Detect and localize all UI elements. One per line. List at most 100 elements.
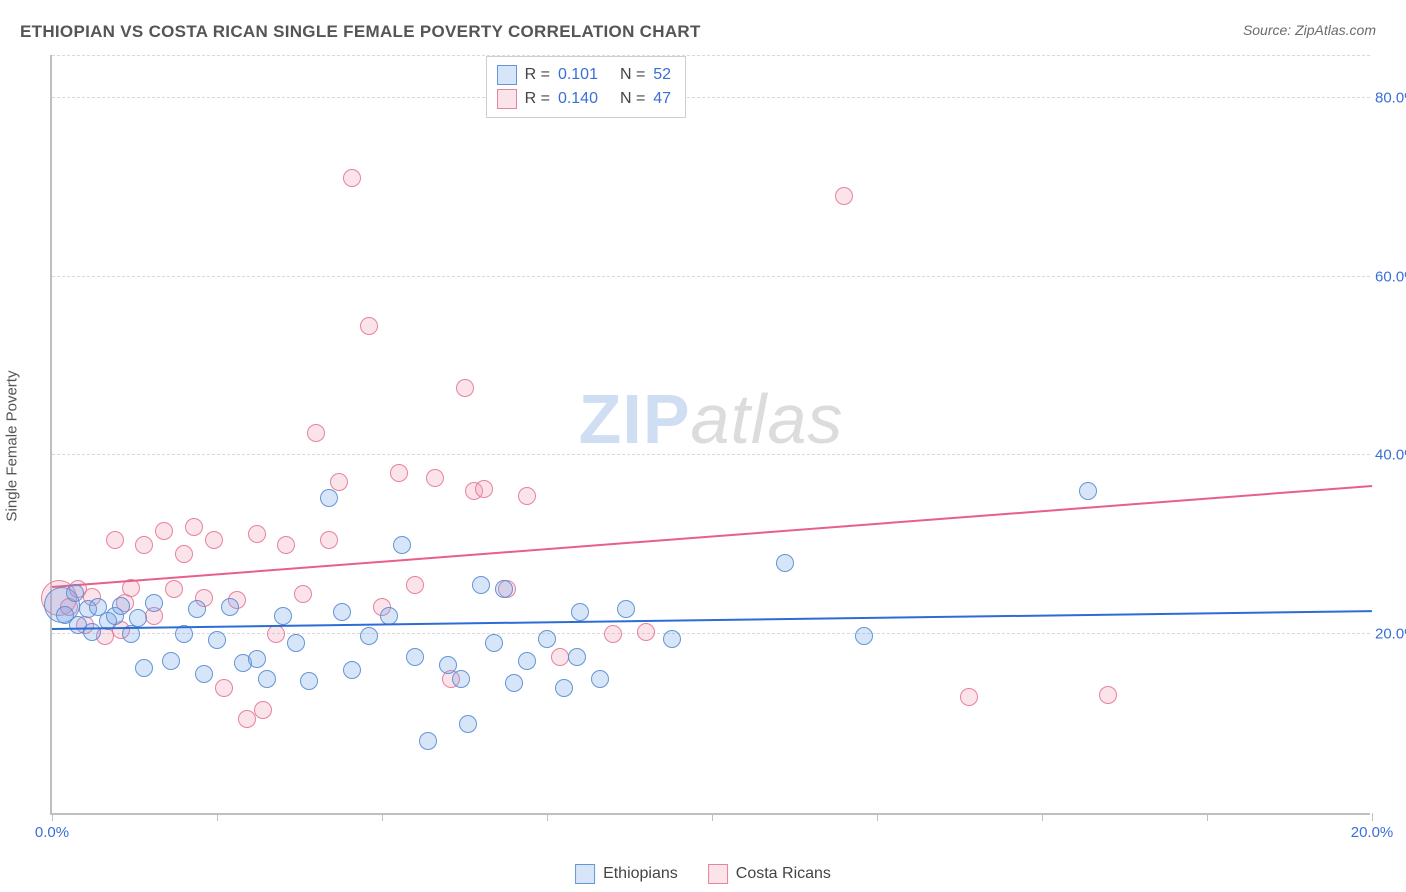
legend-swatch-costaricans bbox=[708, 864, 728, 884]
legend-r-label: R = bbox=[525, 87, 550, 111]
scatter-point-ethiopians bbox=[472, 576, 490, 594]
x-tick bbox=[382, 813, 383, 821]
scatter-point-costaricans bbox=[106, 531, 124, 549]
scatter-point-costaricans bbox=[320, 531, 338, 549]
scatter-point-ethiopians bbox=[333, 603, 351, 621]
scatter-point-ethiopians bbox=[459, 715, 477, 733]
scatter-plot-area: ZIPatlas 20.0%40.0%60.0%80.0%0.0%20.0% bbox=[50, 55, 1370, 815]
scatter-point-ethiopians bbox=[287, 634, 305, 652]
watermark-zip: ZIP bbox=[579, 380, 691, 458]
scatter-point-costaricans bbox=[390, 464, 408, 482]
scatter-point-costaricans bbox=[135, 536, 153, 554]
scatter-point-ethiopians bbox=[571, 603, 589, 621]
scatter-point-costaricans bbox=[360, 317, 378, 335]
scatter-point-ethiopians bbox=[320, 489, 338, 507]
gridline-h bbox=[52, 276, 1370, 277]
scatter-point-costaricans bbox=[205, 531, 223, 549]
legend-label-costaricans: Costa Ricans bbox=[736, 865, 831, 883]
legend-r-value-costaricans: 0.140 bbox=[558, 87, 612, 111]
legend-r-label: R = bbox=[525, 63, 550, 87]
y-tick-label: 40.0% bbox=[1375, 447, 1406, 464]
watermark: ZIPatlas bbox=[579, 379, 844, 459]
scatter-point-ethiopians bbox=[258, 670, 276, 688]
scatter-point-ethiopians bbox=[145, 594, 163, 612]
scatter-point-ethiopians bbox=[419, 732, 437, 750]
scatter-point-costaricans bbox=[960, 688, 978, 706]
scatter-point-ethiopians bbox=[221, 598, 239, 616]
trend-line-ethiopians bbox=[52, 610, 1372, 630]
scatter-point-costaricans bbox=[426, 469, 444, 487]
x-tick-label: 20.0% bbox=[1351, 824, 1394, 841]
scatter-point-ethiopians bbox=[135, 659, 153, 677]
x-tick bbox=[1207, 813, 1208, 821]
scatter-point-ethiopians bbox=[393, 536, 411, 554]
scatter-point-costaricans bbox=[604, 625, 622, 643]
x-tick bbox=[712, 813, 713, 821]
scatter-point-ethiopians bbox=[1079, 482, 1097, 500]
legend-n-label: N = bbox=[620, 63, 645, 87]
legend-n-value-costaricans: 47 bbox=[653, 87, 671, 111]
scatter-point-costaricans bbox=[175, 545, 193, 563]
legend-swatch-ethiopians bbox=[497, 65, 517, 85]
scatter-point-ethiopians bbox=[195, 665, 213, 683]
scatter-point-costaricans bbox=[835, 187, 853, 205]
scatter-point-ethiopians bbox=[83, 623, 101, 641]
scatter-point-costaricans bbox=[343, 169, 361, 187]
scatter-point-costaricans bbox=[330, 473, 348, 491]
legend-label-ethiopians: Ethiopians bbox=[603, 865, 678, 883]
x-tick bbox=[1372, 813, 1373, 821]
scatter-point-ethiopians bbox=[208, 631, 226, 649]
legend-row-costaricans: R =0.140N =47 bbox=[497, 87, 671, 111]
scatter-point-costaricans bbox=[294, 585, 312, 603]
scatter-point-costaricans bbox=[215, 679, 233, 697]
legend-swatch-ethiopians bbox=[575, 864, 595, 884]
scatter-point-ethiopians bbox=[776, 554, 794, 572]
legend-top: R =0.101N =52R =0.140N =47 bbox=[486, 56, 686, 118]
scatter-point-ethiopians bbox=[66, 584, 84, 602]
scatter-point-ethiopians bbox=[617, 600, 635, 618]
scatter-point-costaricans bbox=[185, 518, 203, 536]
scatter-point-costaricans bbox=[406, 576, 424, 594]
y-tick-label: 80.0% bbox=[1375, 89, 1406, 106]
scatter-point-ethiopians bbox=[518, 652, 536, 670]
scatter-point-ethiopians bbox=[406, 648, 424, 666]
scatter-point-ethiopians bbox=[591, 670, 609, 688]
legend-r-value-ethiopians: 0.101 bbox=[558, 63, 612, 87]
scatter-point-ethiopians bbox=[248, 650, 266, 668]
scatter-point-ethiopians bbox=[505, 674, 523, 692]
y-axis-title: Single Female Poverty bbox=[4, 371, 21, 522]
scatter-point-ethiopians bbox=[538, 630, 556, 648]
scatter-point-ethiopians bbox=[663, 630, 681, 648]
scatter-point-costaricans bbox=[637, 623, 655, 641]
scatter-point-ethiopians bbox=[485, 634, 503, 652]
scatter-point-ethiopians bbox=[452, 670, 470, 688]
scatter-point-costaricans bbox=[551, 648, 569, 666]
scatter-point-ethiopians bbox=[855, 627, 873, 645]
gridline-h bbox=[52, 55, 1370, 56]
x-tick bbox=[1042, 813, 1043, 821]
scatter-point-costaricans bbox=[518, 487, 536, 505]
gridline-h bbox=[52, 633, 1370, 634]
scatter-point-ethiopians bbox=[188, 600, 206, 618]
scatter-point-costaricans bbox=[277, 536, 295, 554]
gridline-h bbox=[52, 454, 1370, 455]
gridline-h bbox=[52, 97, 1370, 98]
scatter-point-costaricans bbox=[155, 522, 173, 540]
scatter-point-ethiopians bbox=[300, 672, 318, 690]
scatter-point-costaricans bbox=[456, 379, 474, 397]
scatter-point-ethiopians bbox=[112, 597, 130, 615]
scatter-point-ethiopians bbox=[495, 580, 513, 598]
scatter-point-ethiopians bbox=[343, 661, 361, 679]
scatter-point-costaricans bbox=[475, 480, 493, 498]
scatter-point-ethiopians bbox=[274, 607, 292, 625]
legend-item-costaricans: Costa Ricans bbox=[708, 864, 831, 884]
legend-n-value-ethiopians: 52 bbox=[653, 63, 671, 87]
x-tick-label: 0.0% bbox=[35, 824, 69, 841]
scatter-point-ethiopians bbox=[162, 652, 180, 670]
source-attribution: Source: ZipAtlas.com bbox=[1243, 22, 1376, 38]
scatter-point-ethiopians bbox=[568, 648, 586, 666]
legend-item-ethiopians: Ethiopians bbox=[575, 864, 678, 884]
scatter-point-costaricans bbox=[248, 525, 266, 543]
x-tick bbox=[547, 813, 548, 821]
watermark-atlas: atlas bbox=[691, 380, 844, 458]
